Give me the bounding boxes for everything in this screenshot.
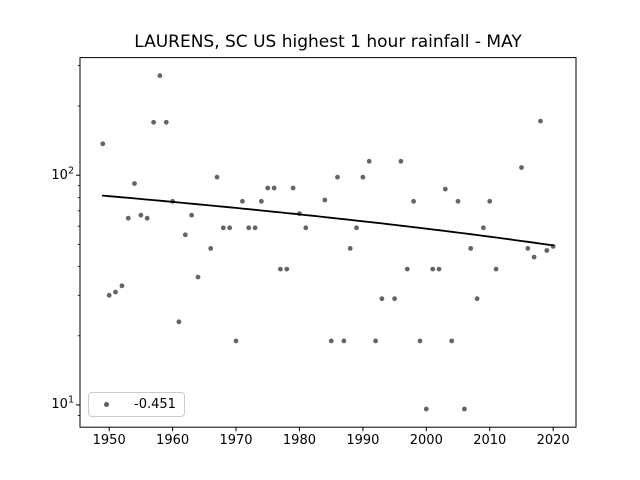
data-point — [436, 266, 442, 272]
x-tick-label: 1990 — [346, 433, 380, 448]
data-point — [233, 338, 239, 344]
data-point — [265, 185, 271, 191]
chart-title: LAURENS, SC US highest 1 hour rainfall -… — [134, 32, 522, 52]
data-point — [442, 186, 448, 192]
data-point — [240, 198, 245, 204]
data-point — [335, 174, 340, 180]
data-point — [404, 266, 410, 272]
data-point — [176, 319, 182, 325]
data-point — [468, 246, 474, 251]
legend-label: -0.451 — [134, 397, 176, 412]
data-point — [214, 174, 220, 180]
data-point — [132, 181, 137, 186]
data-point — [220, 225, 226, 231]
data-point — [144, 215, 150, 221]
y-tick-label: 102 — [51, 165, 74, 183]
data-point — [138, 212, 144, 218]
data-point — [113, 289, 118, 295]
data-point — [119, 283, 125, 289]
data-point — [259, 198, 264, 204]
data-point — [106, 292, 112, 298]
data-point — [493, 266, 499, 272]
data-point — [347, 246, 353, 251]
scatter-marker-icon — [104, 402, 109, 407]
data-point — [208, 246, 214, 251]
data-point — [462, 406, 467, 412]
data-point — [271, 185, 277, 191]
data-point — [278, 266, 283, 272]
data-point — [398, 158, 404, 164]
x-tick-label: 1960 — [156, 433, 190, 448]
data-point — [303, 225, 309, 231]
data-point — [519, 165, 524, 170]
y-tick-label: 101 — [51, 395, 74, 413]
x-tick-label: 2010 — [473, 433, 507, 448]
data-point — [392, 296, 397, 302]
data-point — [246, 225, 252, 231]
data-point — [525, 246, 531, 251]
x-tick-label: 1970 — [219, 433, 253, 448]
data-point — [157, 73, 163, 79]
x-tick-label: 2000 — [409, 433, 443, 448]
data-point — [151, 119, 157, 125]
x-tick-label: 2020 — [536, 433, 570, 448]
data-point — [100, 141, 106, 147]
data-point — [328, 338, 334, 344]
data-point — [531, 254, 537, 260]
x-tick-label: 1950 — [92, 433, 126, 448]
data-point — [379, 296, 385, 302]
data-point — [411, 198, 416, 204]
data-point — [322, 197, 328, 203]
data-point — [430, 266, 436, 272]
data-point — [487, 198, 493, 204]
data-point — [125, 215, 131, 221]
data-point — [354, 225, 359, 231]
data-point — [252, 225, 258, 231]
data-point — [373, 338, 378, 344]
data-point — [544, 248, 550, 253]
data-point — [455, 198, 461, 204]
data-point — [481, 225, 486, 231]
data-point — [538, 118, 543, 124]
data-point — [227, 225, 233, 231]
data-point — [182, 232, 188, 238]
data-point — [341, 338, 347, 344]
data-point — [163, 119, 169, 125]
data-point — [366, 158, 372, 164]
data-point — [474, 296, 480, 302]
data-point — [449, 338, 455, 344]
legend: -0.451 — [88, 392, 185, 417]
trend-line — [101, 194, 555, 247]
x-tick-label: 1980 — [282, 433, 316, 448]
data-point — [189, 212, 195, 218]
data-point — [417, 338, 423, 344]
axes-box — [79, 57, 577, 428]
data-point — [284, 266, 290, 272]
data-point — [290, 185, 296, 191]
data-point — [360, 174, 366, 180]
data-point — [195, 274, 201, 280]
data-point — [423, 406, 429, 412]
